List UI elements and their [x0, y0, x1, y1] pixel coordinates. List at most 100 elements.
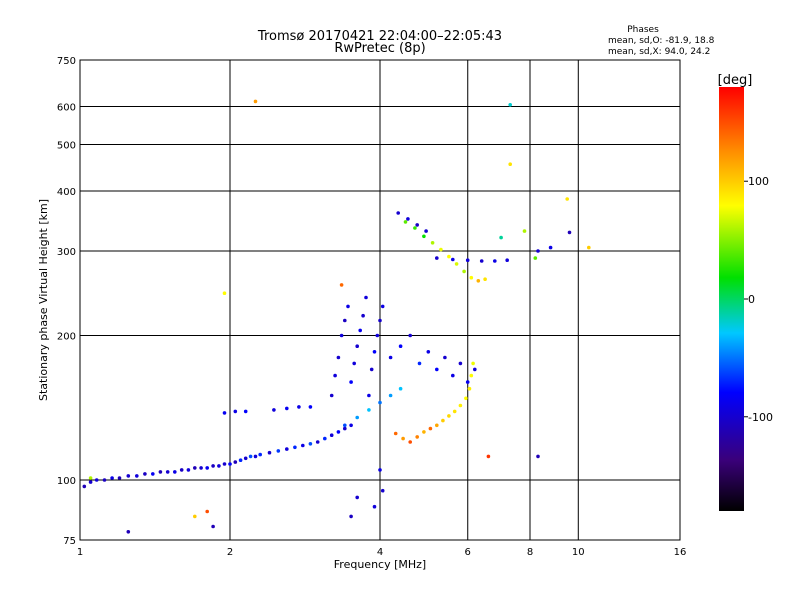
- grid-lines: [80, 60, 680, 540]
- data-point: [272, 408, 276, 412]
- data-point: [339, 333, 344, 338]
- data-point: [415, 435, 420, 439]
- data-point: [471, 361, 475, 366]
- legend-title: Phases: [627, 25, 659, 35]
- data-point: [435, 367, 439, 372]
- data-point: [451, 257, 455, 262]
- data-point: [228, 462, 232, 466]
- data-point: [329, 393, 334, 398]
- data-point: [253, 454, 258, 459]
- data-point: [222, 411, 227, 415]
- data-point: [465, 258, 470, 263]
- data-point: [508, 103, 512, 107]
- data-point: [435, 256, 439, 260]
- data-point: [308, 442, 313, 446]
- data-point: [372, 504, 377, 509]
- data-point: [285, 447, 289, 451]
- data-point: [443, 355, 447, 360]
- legend-line-x: mean, sd,X: 94.0, 24.2: [608, 47, 710, 57]
- x-axis-label: Frequency [MHz]: [334, 558, 426, 571]
- data-point: [293, 445, 297, 450]
- data-point: [143, 472, 147, 476]
- data-point: [458, 403, 463, 408]
- x-tick-label: 2: [227, 547, 233, 558]
- data-point: [408, 333, 413, 338]
- x-tick-label: 10: [572, 547, 585, 558]
- data-point: [447, 254, 451, 259]
- y-tick-label: 300: [57, 247, 76, 258]
- data-point: [476, 279, 481, 283]
- data-point: [375, 333, 380, 338]
- y-tick-label: 75: [63, 536, 76, 547]
- data-point: [222, 291, 227, 296]
- data-point: [233, 409, 238, 414]
- data-point: [393, 431, 398, 436]
- data-point: [336, 430, 341, 434]
- data-point: [473, 367, 477, 372]
- data-point: [253, 99, 258, 104]
- data-point: [117, 476, 122, 480]
- data-point: [469, 275, 474, 280]
- data-point: [333, 373, 337, 378]
- data-point: [205, 509, 209, 514]
- data-point: [158, 470, 163, 474]
- data-point: [222, 462, 227, 466]
- data-point: [447, 414, 451, 418]
- data-point: [217, 464, 221, 468]
- data-point: [186, 468, 191, 472]
- data-point: [135, 474, 139, 478]
- data-point: [401, 436, 405, 441]
- data-point: [428, 426, 433, 431]
- data-point: [248, 454, 253, 459]
- colorbar-ticks: 100 0 -100: [744, 175, 773, 424]
- data-point: [349, 423, 353, 428]
- data-point: [493, 259, 497, 263]
- data-point: [533, 256, 538, 260]
- data-point: [276, 449, 281, 453]
- data-point: [258, 452, 263, 457]
- data-point: [329, 433, 334, 438]
- data-point: [343, 423, 347, 428]
- data-point: [396, 211, 401, 215]
- data-point: [378, 400, 382, 405]
- data-point: [126, 530, 131, 534]
- data-point: [367, 408, 371, 412]
- data-point: [508, 162, 512, 166]
- data-point: [499, 235, 503, 240]
- data-point: [193, 514, 197, 519]
- data-point: [565, 197, 569, 201]
- data-point: [408, 440, 413, 444]
- colorbar-tick-label: 100: [748, 175, 769, 188]
- data-point: [211, 524, 215, 529]
- data-point: [94, 478, 99, 482]
- axis-ticks: 1 2 4 6 8 10 16 75 100 200 300 400 500 600 750: [57, 56, 686, 558]
- legend-line-o: mean, sd,O: -81.9, 18.8: [608, 36, 715, 46]
- data-point: [522, 229, 527, 233]
- data-point: [417, 361, 422, 366]
- data-point: [301, 443, 305, 448]
- data-point: [361, 313, 365, 318]
- data-point: [297, 405, 301, 409]
- data-point: [548, 245, 553, 250]
- y-tick-label: 500: [57, 141, 76, 152]
- data-point: [343, 426, 347, 431]
- data-point: [486, 454, 491, 459]
- data-point: [505, 258, 510, 263]
- data-points: [82, 99, 591, 534]
- colorbar-tick-label: -100: [748, 411, 773, 424]
- colorbar-label: [deg]: [718, 73, 753, 88]
- data-point: [323, 436, 327, 441]
- data-point: [451, 373, 455, 378]
- data-point: [536, 249, 540, 253]
- data-point: [452, 409, 457, 414]
- data-point: [469, 373, 474, 378]
- data-point: [110, 476, 114, 480]
- data-point: [430, 241, 435, 245]
- data-point: [339, 283, 344, 287]
- data-point: [233, 460, 238, 464]
- data-point: [243, 456, 248, 461]
- data-point: [467, 386, 472, 391]
- data-point: [126, 474, 131, 478]
- data-point: [406, 217, 410, 221]
